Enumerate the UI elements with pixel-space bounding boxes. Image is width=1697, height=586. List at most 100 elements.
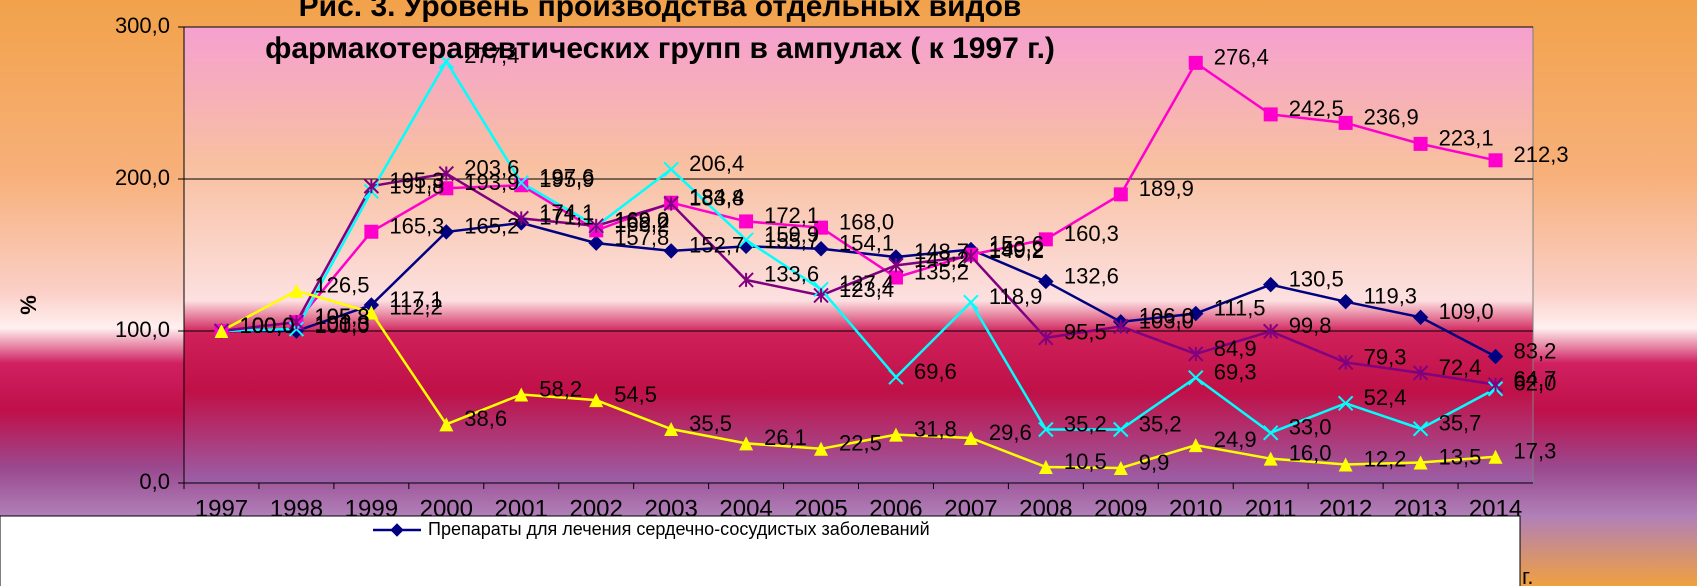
y-tick-label: 100,0	[115, 317, 170, 342]
marker	[513, 210, 529, 227]
data-label: 100,0	[239, 313, 294, 338]
data-label: 203,6	[464, 155, 519, 180]
x-axis-labels: 1997 1998 1999 2000 2001 2002 2003 2004 2005 2006…	[195, 495, 1522, 522]
chart-title: фармакотерапевтических групп в ампулах (…	[265, 32, 1055, 65]
data-label: 79,3	[1364, 344, 1407, 369]
data-label: 166,2	[614, 212, 669, 237]
marker	[1338, 115, 1353, 130]
data-label: 64,7	[1514, 366, 1557, 391]
marker	[813, 241, 829, 257]
data-label: 150,2	[989, 237, 1044, 262]
y-tick-label: 300,0	[115, 13, 170, 38]
marker	[1487, 376, 1504, 393]
marker	[439, 181, 454, 196]
data-label: 101,3	[314, 311, 369, 336]
data-label: 100,0	[239, 313, 294, 338]
marker	[1188, 305, 1204, 322]
data-label: 276,4	[1214, 45, 1269, 70]
data-label: 62,0	[1514, 371, 1557, 396]
marker	[888, 427, 903, 442]
marker	[1337, 354, 1354, 371]
data-label: 10,5	[1064, 449, 1107, 474]
marker	[514, 387, 529, 402]
data-label: 195,9	[539, 167, 594, 192]
marker	[1338, 457, 1353, 472]
marker	[664, 422, 679, 437]
data-label: 193,9	[464, 170, 519, 195]
marker	[1488, 449, 1503, 464]
data-label: 171,1	[539, 205, 594, 230]
marker	[390, 523, 404, 537]
data-label: 169,2	[614, 208, 669, 233]
data-label: 189,9	[1139, 176, 1194, 201]
data-label: 99,8	[1289, 313, 1332, 338]
legend	[0, 515, 1521, 586]
data-label: 157,8	[614, 225, 669, 250]
marker	[1488, 153, 1503, 168]
data-label: 165,2	[464, 214, 519, 239]
marker	[888, 270, 903, 285]
markers	[213, 53, 1504, 475]
data-label: 143,2	[914, 247, 969, 272]
data-label: 13,5	[1439, 444, 1482, 469]
marker	[963, 431, 978, 446]
marker	[589, 393, 604, 408]
data-label: 149,2	[989, 238, 1044, 263]
data-label: 183,8	[689, 185, 744, 210]
marker	[1412, 365, 1429, 381]
y-tick-label: 0,0	[139, 469, 170, 494]
marker	[814, 220, 829, 235]
lines	[220, 58, 1497, 470]
data-label: 106,0	[1139, 304, 1194, 329]
data-label: 135,2	[914, 259, 969, 284]
data-label: 184,4	[689, 185, 744, 210]
data-label: 95,5	[1064, 320, 1107, 345]
data-label: 165,3	[389, 214, 444, 239]
data-label: 100,0	[314, 313, 369, 338]
data-label: 35,2	[1139, 411, 1182, 436]
marker	[1262, 425, 1279, 441]
data-label: 197,6	[539, 164, 594, 189]
data-label: 174,1	[539, 200, 594, 225]
data-label: 100,0	[239, 313, 294, 338]
data-label: 119,3	[1364, 283, 1417, 308]
data-label: 172,1	[764, 203, 819, 228]
data-label: 33,0	[1289, 415, 1332, 440]
marker	[1038, 460, 1053, 475]
y-tick-label: 200,0	[115, 165, 170, 190]
data-label: 168,0	[839, 209, 894, 234]
data-label: 100,0	[239, 313, 294, 338]
data-label: 26,1	[764, 425, 807, 450]
marker	[1487, 348, 1504, 365]
marker	[1263, 451, 1278, 466]
data-label: 152,7	[689, 233, 744, 258]
data-label: 117,1	[389, 287, 442, 312]
marker	[738, 272, 754, 288]
data-label: 69,3	[1214, 359, 1257, 384]
data-label: 109,0	[1439, 299, 1494, 324]
data-label: 118,9	[989, 284, 1042, 309]
plot-area	[183, 26, 1534, 484]
data-label: 35,2	[1064, 411, 1107, 436]
x-axis-suffix: г.	[1522, 564, 1533, 586]
marker	[214, 324, 229, 338]
data-label: 29,6	[989, 420, 1032, 445]
data-label: 223,1	[1439, 126, 1494, 151]
data-label: 83,2	[1514, 338, 1557, 363]
marker	[1412, 309, 1429, 326]
marker	[1188, 438, 1203, 453]
data-label: 195,3	[389, 168, 444, 193]
marker	[1113, 318, 1129, 335]
data-label: 212,3	[1514, 142, 1569, 167]
marker	[588, 218, 604, 234]
marker	[1113, 460, 1128, 475]
data-label: 169,0	[614, 208, 669, 233]
data-label: 111,5	[1214, 295, 1266, 320]
legend-entries: Препараты для лечения сердечно-сосудисты…	[373, 519, 930, 539]
legend-label: Препараты для лечения сердечно-сосудисты…	[428, 519, 930, 539]
marker	[813, 287, 829, 304]
data-label: 153,6	[989, 231, 1044, 256]
marker	[1038, 273, 1054, 290]
marker	[1113, 421, 1129, 438]
